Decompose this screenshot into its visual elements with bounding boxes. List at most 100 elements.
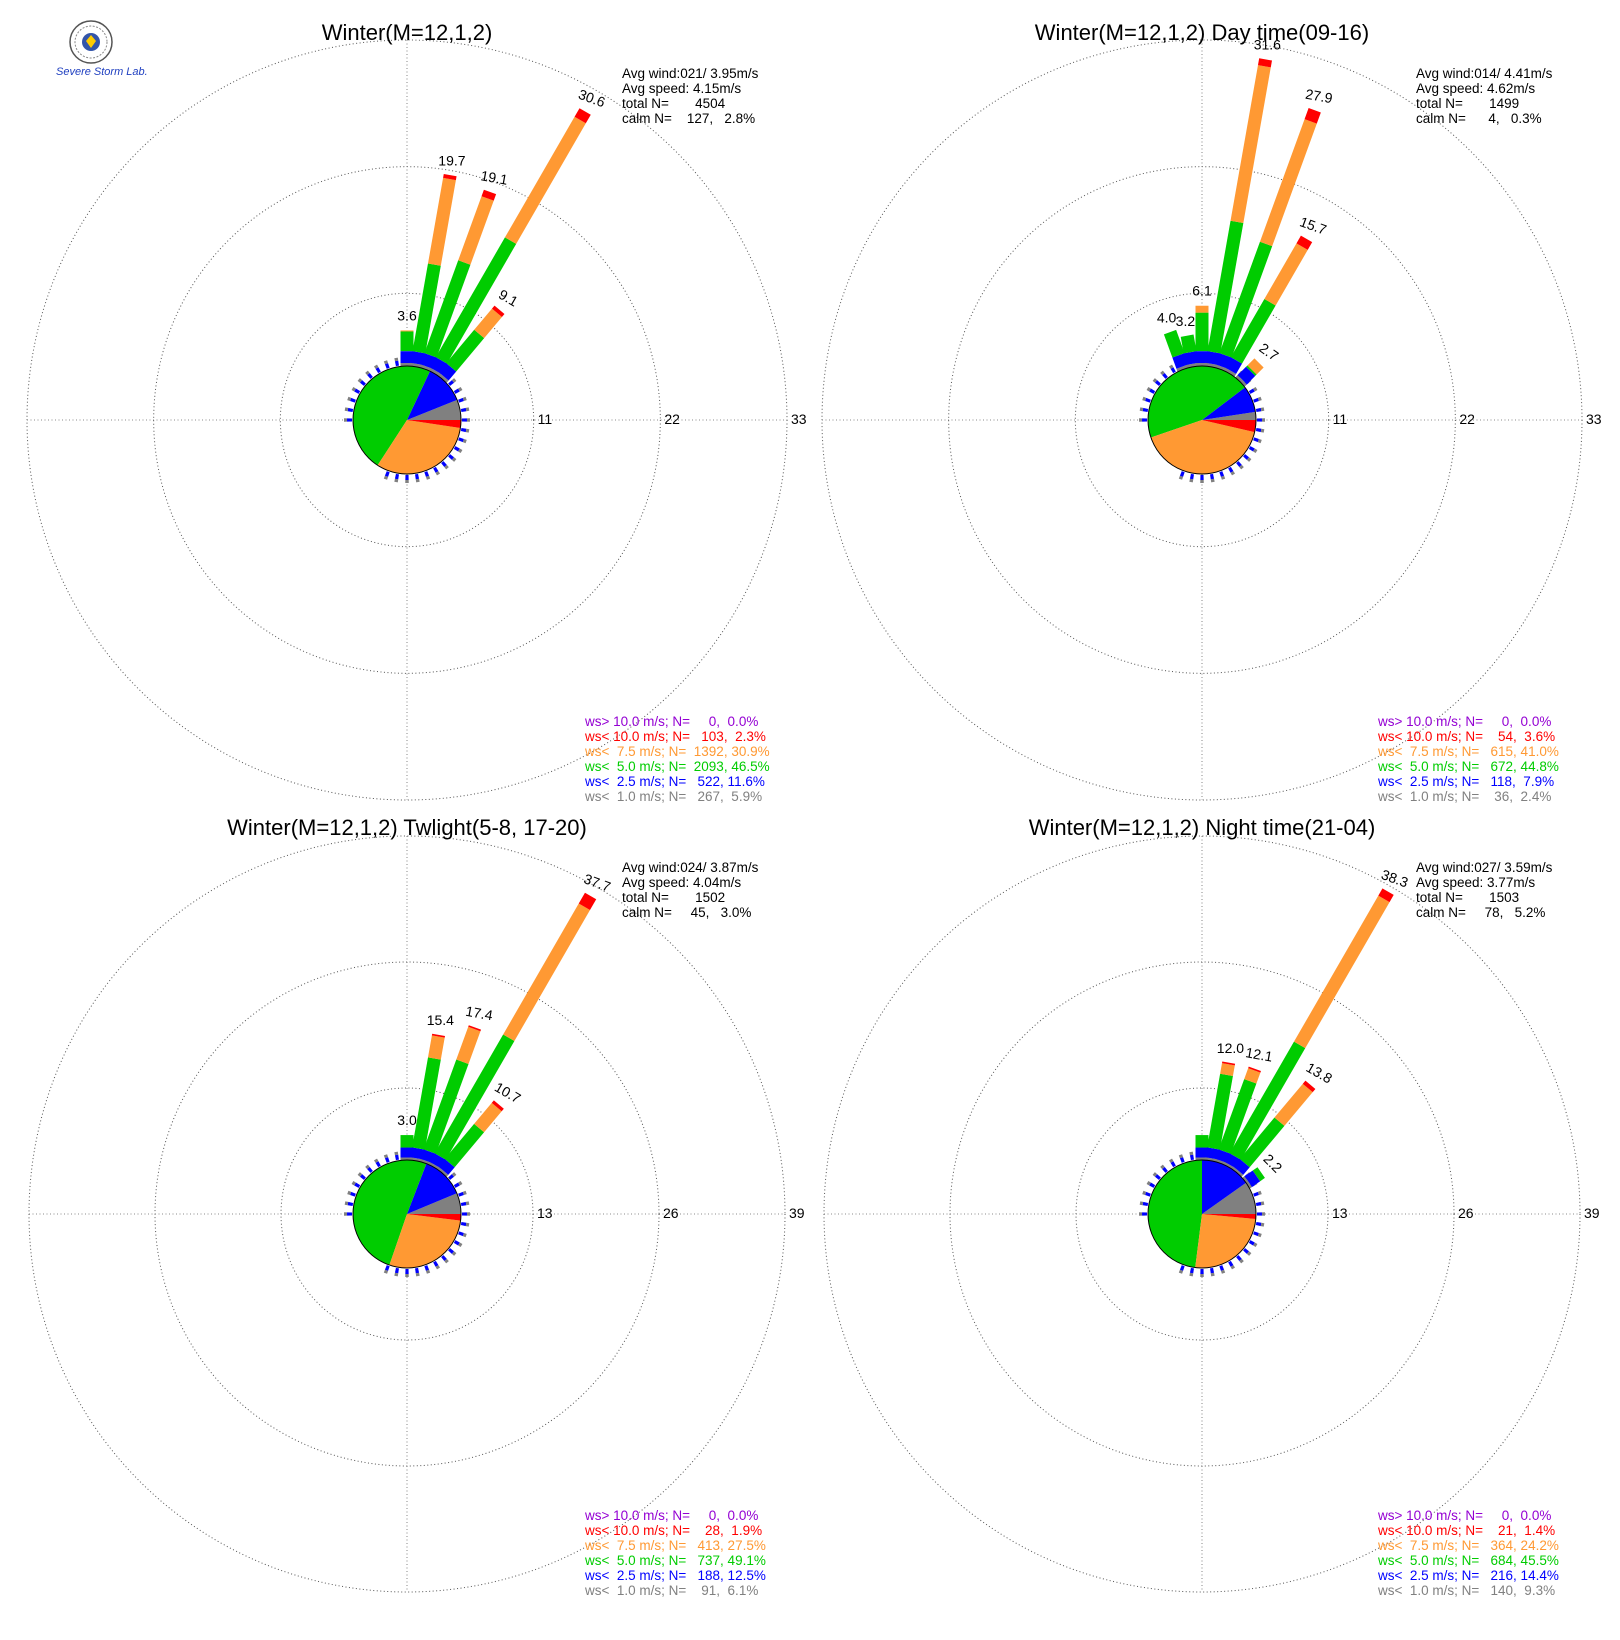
petal-segment	[431, 1033, 445, 1038]
pie-slice	[1202, 1214, 1256, 1220]
petal-label: 19.1	[479, 167, 509, 188]
petal-10: 19.7	[409, 152, 466, 368]
petal-segment	[443, 174, 457, 181]
minor-petal-segment	[1248, 446, 1255, 452]
minor-petal-segment	[458, 1180, 463, 1186]
minor-petal-segment	[1162, 1166, 1168, 1173]
tick-label: 33	[791, 411, 807, 427]
minor-petal-segment	[415, 1267, 420, 1274]
minor-petal-segment	[1260, 1201, 1265, 1206]
minor-petal-segment	[394, 478, 399, 483]
grid-ring	[153, 166, 661, 674]
minor-petal-segment	[461, 1212, 467, 1216]
info-line: calm N= 78, 5.2%	[1416, 905, 1545, 920]
petal-label: 3.6	[397, 307, 417, 323]
pie-slice	[1202, 1182, 1256, 1214]
petal-label: 37.7	[582, 870, 613, 894]
petal-segment	[491, 305, 505, 317]
petal-segment	[434, 1034, 515, 1160]
speed-pie	[352, 1159, 462, 1269]
minor-petal-segment	[394, 360, 399, 367]
minor-petal-segment	[1255, 407, 1262, 412]
minor-petal-segment	[1146, 386, 1151, 392]
minor-petal-segment	[351, 1180, 356, 1186]
minor-petal-segment	[1246, 457, 1252, 462]
minor-petal-segment	[1257, 1190, 1262, 1196]
minor-petal-segment	[424, 471, 430, 477]
legend-entry: ws< 1.0 m/s; N= 91, 6.1%	[584, 1583, 758, 1598]
pie-slice	[407, 371, 458, 420]
minor-petal-segment	[405, 1273, 409, 1277]
minor-petal-segment	[448, 1248, 455, 1254]
minor-petal-segment	[1149, 388, 1156, 394]
petal-segment	[1248, 1066, 1261, 1073]
petal-segment	[491, 1100, 504, 1112]
petal-segment	[1235, 375, 1247, 387]
minor-petal-segment	[466, 418, 470, 422]
petal-segment	[444, 1123, 485, 1168]
petal-label: 15.7	[1298, 213, 1329, 237]
minor-petal-segment	[1200, 1273, 1204, 1277]
petal-label: 4.0	[1157, 310, 1177, 326]
minor-petal-segment	[1228, 1260, 1234, 1267]
petal-segment	[435, 237, 517, 364]
minor-petal-segment	[394, 1272, 399, 1277]
legend-entry: ws< 1.0 m/s; N= 267, 5.9%	[584, 789, 762, 804]
minor-petal-segment	[1248, 1240, 1255, 1246]
tick-label: 33	[1586, 411, 1602, 427]
minor-petal-segment	[462, 1232, 467, 1238]
minor-petal-segment	[351, 386, 356, 392]
minor-petal-segment	[1168, 364, 1174, 369]
minor-petal-segment	[347, 1190, 352, 1196]
legend-entry: ws> 10.0 m/s; N= 0, 0.0%	[1377, 714, 1551, 729]
minor-petal-segment	[1152, 378, 1158, 383]
minor-petal-segment	[344, 1201, 349, 1206]
petal-segment	[1264, 243, 1308, 306]
chart-title: Winter(M=12,1,2) Twlight(5-8, 17-20)	[227, 815, 587, 840]
minor-petal-segment	[1168, 1158, 1174, 1163]
minor-petal-segment	[1243, 1248, 1250, 1254]
minor-petal-segment	[453, 1182, 460, 1188]
minor-petal-segment	[1243, 454, 1250, 460]
minor-petal-segment	[1200, 474, 1204, 480]
petal-segment	[1195, 351, 1209, 364]
info-line: Avg wind:021/ 3.95m/s	[622, 66, 759, 81]
pie-slice	[377, 420, 461, 474]
minor-petal-segment	[347, 418, 353, 422]
minor-petal-segment	[384, 471, 390, 477]
petal-segment	[423, 1059, 469, 1154]
info-line: Avg speed: 4.15m/s	[622, 81, 741, 96]
minor-petal-segment	[460, 1201, 467, 1206]
petal-segment	[412, 263, 441, 354]
minor-petal-segment	[425, 1269, 431, 1274]
minor-petal-segment	[384, 363, 390, 369]
minor-petal-segment	[1236, 461, 1242, 468]
minor-petal-segment	[394, 1267, 399, 1274]
minor-petal-segment	[1239, 464, 1244, 470]
petal-segment	[1219, 241, 1273, 358]
minor-petal-segment	[415, 478, 420, 483]
minor-petal-segment	[1253, 1242, 1258, 1248]
petal-segment	[1239, 1117, 1285, 1168]
minor-petal-segment	[1255, 428, 1262, 433]
pie-slice	[1150, 420, 1255, 474]
minor-petal-segment	[451, 1172, 457, 1177]
chart-title: Winter(M=12,1,2) Day time(09-16)	[1035, 20, 1369, 45]
petal-40: 13.8	[1231, 1059, 1335, 1177]
petal-segment	[1180, 334, 1197, 354]
info-line: Avg wind:024/ 3.87m/s	[622, 860, 759, 875]
minor-petal-segment	[384, 1265, 390, 1271]
petal-segment	[1223, 367, 1237, 377]
tick-label: 39	[1584, 1205, 1600, 1221]
minor-petal-segment	[1142, 407, 1149, 412]
minor-petal-segment	[465, 428, 470, 433]
minor-petal-segment	[373, 364, 379, 369]
petal-segment	[1237, 366, 1256, 385]
minor-petal-segment	[1246, 1251, 1252, 1256]
pie-slice	[407, 399, 461, 420]
petal-segment	[1224, 357, 1243, 374]
minor-petal-segment	[444, 1258, 449, 1264]
minor-petal-segment	[460, 1222, 467, 1227]
petal-segment	[1252, 1167, 1265, 1182]
chart-title: Winter(M=12,1,2) Night time(21-04)	[1029, 815, 1376, 840]
